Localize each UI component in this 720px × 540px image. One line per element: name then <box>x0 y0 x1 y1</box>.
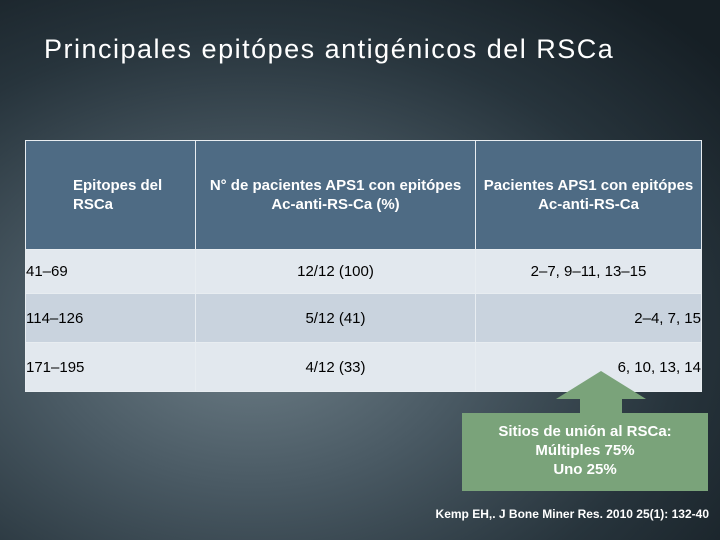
binding-sites-callout: Sitios de unión al RSCa: Múltiples 75% U… <box>462 413 708 491</box>
cell-epitope: 114–126 <box>25 293 196 343</box>
table-header-row: Epitopes del RSCa N° de pacientes APS1 c… <box>25 140 702 250</box>
table-row: 171–195 4/12 (33) 6, 10, 13, 14 <box>25 342 702 392</box>
slide-title: Principales epitópes antigénicos del RSC… <box>44 34 615 64</box>
header-epitopes: Epitopes del RSCa <box>25 140 196 250</box>
header-patients: Pacientes APS1 con epitópes Ac-anti-RS-C… <box>475 140 702 250</box>
table-row: 114–126 5/12 (41) 2–4, 7, 15 <box>25 293 702 343</box>
cell-count: 12/12 (100) <box>195 249 476 294</box>
epitope-table: Epitopes del RSCa N° de pacientes APS1 c… <box>25 140 702 392</box>
callout-line-1: Sitios de unión al RSCa: <box>498 423 672 440</box>
cell-count: 5/12 (41) <box>195 293 476 343</box>
citation: Kemp EH,. J Bone Miner Res. 2010 25(1): … <box>435 507 709 521</box>
header-patient-count: N° de pacientes APS1 con epitópes Ac-ant… <box>195 140 476 250</box>
cell-epitope: 41–69 <box>25 249 196 294</box>
cell-patients: 2–7, 9–11, 13–15 <box>475 249 702 294</box>
table-row: 41–69 12/12 (100) 2–7, 9–11, 13–15 <box>25 249 702 294</box>
cell-patients: 2–4, 7, 15 <box>475 293 702 343</box>
up-arrow-icon <box>556 371 646 413</box>
cell-count: 4/12 (33) <box>195 342 476 392</box>
callout-line-2: Múltiples 75% <box>535 442 635 459</box>
cell-epitope: 171–195 <box>25 342 196 392</box>
callout-line-3: Uno 25% <box>553 461 617 478</box>
